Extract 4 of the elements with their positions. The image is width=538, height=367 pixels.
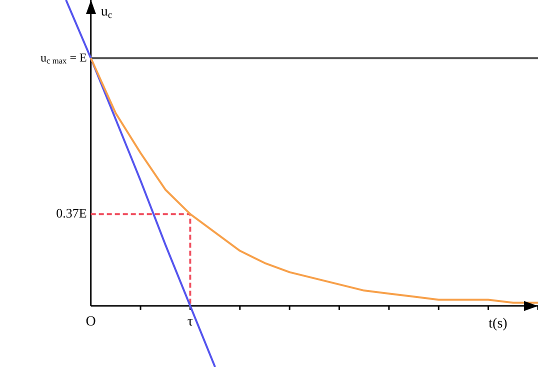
x-axis-title: t(s) [488,316,508,332]
annotation: 0.37E [56,206,87,221]
x-tick-label: O [86,314,96,330]
x-tick-label: τ [187,314,194,330]
